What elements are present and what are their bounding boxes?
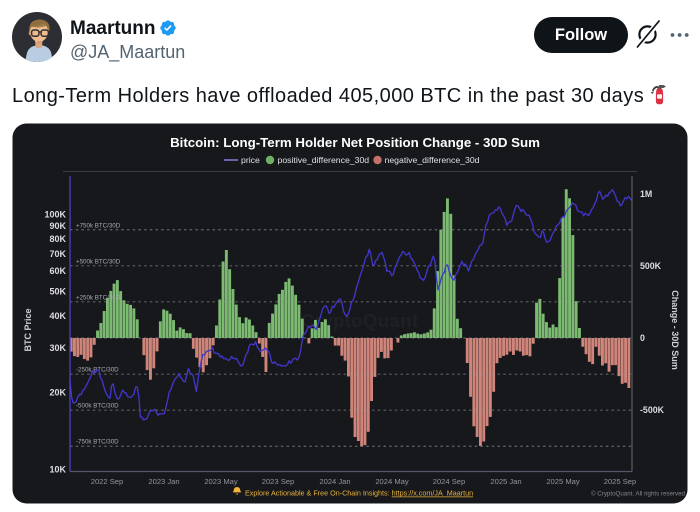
svg-text:500K: 500K [640,261,662,271]
svg-text:2024 May: 2024 May [375,477,409,486]
svg-text:BTC Price: BTC Price [23,308,33,351]
svg-text:positive_difference_30d: positive_difference_30d [278,155,370,165]
svg-text:+250k BTC/30D: +250k BTC/30D [76,294,121,301]
svg-text:-500K: -500K [640,405,665,415]
svg-text:Bitcoin: Long-Term Holder Net: Bitcoin: Long-Term Holder Net Position C… [170,135,540,150]
svg-text:Explore Actionable & Free On-C: Explore Actionable & Free On-Chain Insig… [245,489,473,498]
svg-text:1M: 1M [640,189,652,199]
svg-text:0: 0 [640,333,645,343]
svg-text:2023 May: 2023 May [204,477,238,486]
svg-text:2025 Sep: 2025 Sep [604,477,637,486]
svg-text:-750k BTC/30D: -750k BTC/30D [76,439,119,446]
svg-text:negative_difference_30d: negative_difference_30d [385,155,480,165]
svg-text:2024 Sep: 2024 Sep [433,477,466,486]
svg-text:2023 Sep: 2023 Sep [262,477,295,486]
svg-text:price: price [241,155,260,165]
svg-text:60K: 60K [49,266,66,276]
svg-text:90K: 90K [49,221,66,231]
svg-text:Change - 30D Sum: Change - 30D Sum [670,290,680,370]
svg-text:20K: 20K [49,388,66,398]
svg-text:50K: 50K [49,286,66,296]
svg-text:80K: 80K [49,234,66,244]
svg-text:40K: 40K [49,311,66,321]
svg-text:+750k BTC/30D: +750k BTC/30D [76,222,121,229]
svg-text:2023 Jan: 2023 Jan [148,477,179,486]
svg-text:2024 Jan: 2024 Jan [319,477,350,486]
svg-text:© CryptoQuant. All rights rese: © CryptoQuant. All rights reserved [591,491,686,498]
svg-text:-500k BTC/30D: -500k BTC/30D [76,403,119,410]
svg-text:30K: 30K [49,343,66,353]
svg-text:+500k BTC/30D: +500k BTC/30D [76,258,121,265]
svg-text:70K: 70K [49,249,66,259]
svg-text:100K: 100K [44,210,66,220]
svg-text:2025 May: 2025 May [546,477,580,486]
svg-text:2022 Sep: 2022 Sep [91,477,124,486]
svg-text:2025 Jan: 2025 Jan [490,477,521,486]
svg-text:10K: 10K [49,465,66,475]
